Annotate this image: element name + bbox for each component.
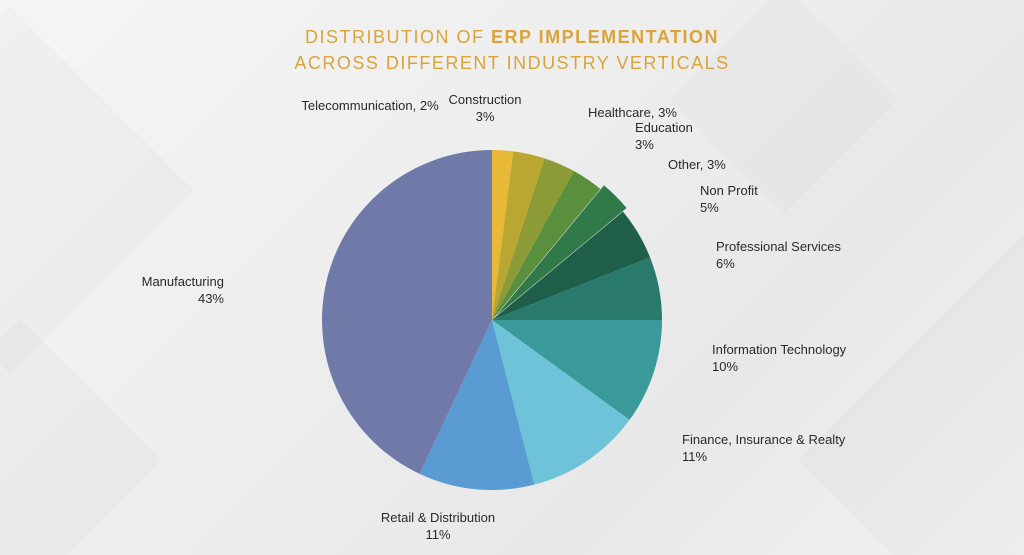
slice-label-name: Information Technology	[712, 342, 846, 357]
slice-label: Non Profit 5%	[700, 183, 758, 217]
slice-label-pct: 6%	[716, 256, 841, 273]
slice-label: Retail & Distribution 11%	[381, 510, 495, 544]
slice-label: Finance, Insurance & Realty 11%	[682, 432, 845, 466]
slice-label-name: Non Profit	[700, 183, 758, 198]
slice-label: Education 3%	[635, 120, 693, 154]
slice-label: Construction 3%	[449, 92, 522, 126]
slice-label-name: Construction	[449, 92, 522, 107]
slice-label-pct: 10%	[712, 359, 846, 376]
slice-label-name: Education	[635, 120, 693, 135]
slice-label: Other, 3%	[668, 157, 726, 174]
slice-label-pct: , 2%	[413, 98, 439, 113]
slice-label-pct: 11%	[682, 449, 845, 466]
slice-label-name: Retail & Distribution	[381, 510, 495, 525]
slice-label-pct: 3%	[449, 109, 522, 126]
slice-label: Professional Services 6%	[716, 239, 841, 273]
slice-label-pct: 3%	[635, 137, 693, 154]
slice-label-name: Finance, Insurance & Realty	[682, 432, 845, 447]
slice-label: Manufacturing 43%	[142, 274, 224, 308]
slice-label-pct: , 3%	[651, 105, 677, 120]
slice-label-name: Healthcare	[588, 105, 651, 120]
slice-label-name: Telecommunication	[301, 98, 412, 113]
slice-label-pct: 5%	[700, 200, 758, 217]
slice-label-name: Professional Services	[716, 239, 841, 254]
slice-label-pct: 11%	[381, 527, 495, 544]
slice-label-name: Other	[668, 157, 700, 172]
slice-label: Telecommunication, 2%	[301, 98, 438, 115]
pie-chart: Telecommunication, 2% Construction 3% Healt…	[0, 0, 1024, 555]
slice-label-name: Manufacturing	[142, 274, 224, 289]
slice-label: Information Technology 10%	[712, 342, 846, 376]
slice-label-pct: , 3%	[700, 157, 726, 172]
slice-label-pct: 43%	[142, 291, 224, 308]
